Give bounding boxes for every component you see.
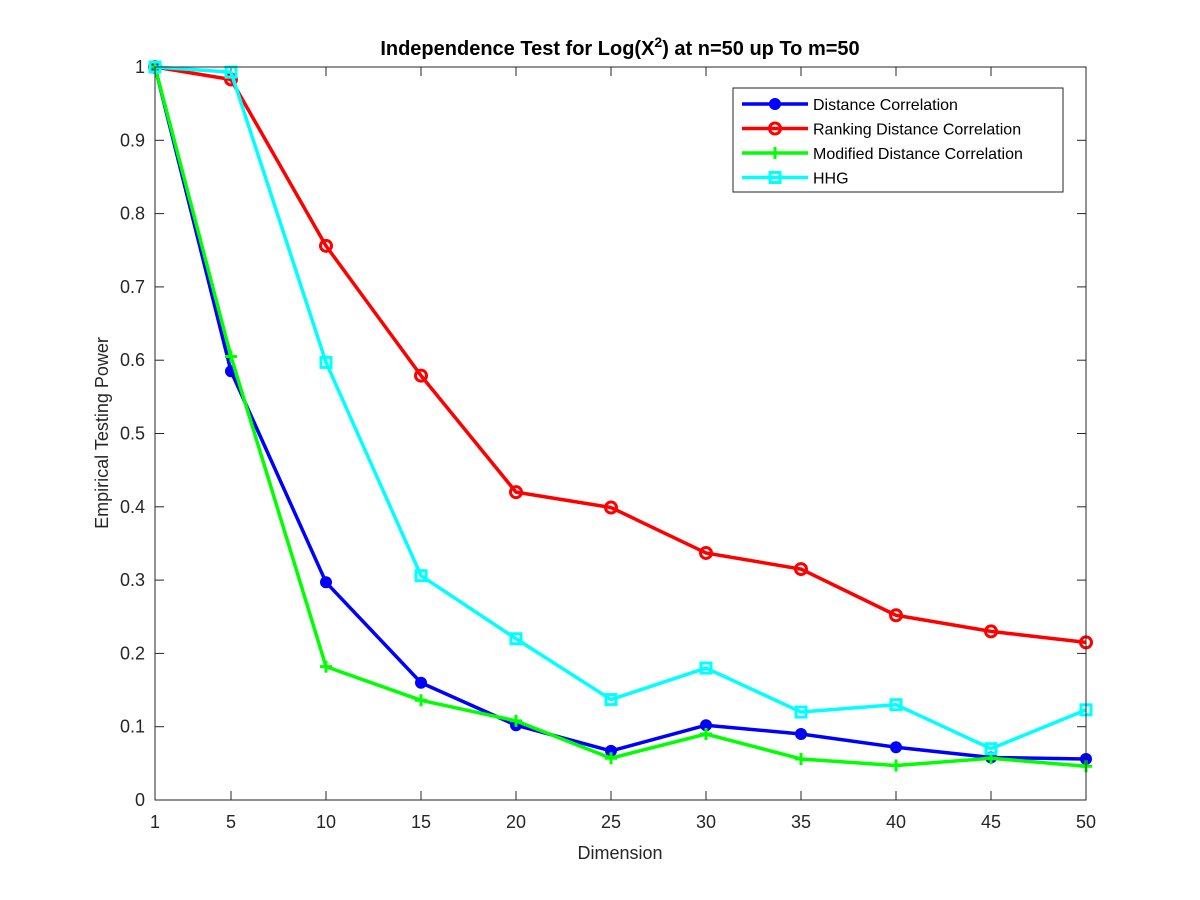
x-tick-label: 45 bbox=[981, 812, 1001, 832]
legend-marker bbox=[768, 121, 782, 136]
legend-marker bbox=[769, 147, 781, 159]
y-tick-label: 0.1 bbox=[120, 717, 145, 737]
y-tick-label: 0.9 bbox=[120, 130, 145, 150]
data-point bbox=[320, 660, 332, 673]
series-modified-distance-correlation bbox=[149, 61, 1092, 773]
axis-ticks: 1 5 10 15 20 25 30 35 40 45 5000.10.20.30.40.50.60… bbox=[120, 57, 1096, 832]
data-point bbox=[604, 500, 618, 515]
data-point bbox=[319, 238, 333, 253]
data-point bbox=[794, 705, 808, 719]
x-tick-label: 25 bbox=[601, 812, 621, 832]
x-tick-label: 35 bbox=[791, 812, 811, 832]
data-point bbox=[889, 698, 903, 712]
legend-marker bbox=[768, 171, 782, 184]
legend-entry: Modified Distance Correlation bbox=[742, 146, 1023, 163]
series-ranking-distance-correlation bbox=[148, 60, 1093, 650]
x-tick-label: 5 bbox=[226, 812, 236, 832]
data-point bbox=[414, 368, 428, 383]
data-point bbox=[509, 485, 523, 500]
data-point bbox=[510, 714, 522, 727]
y-tick-label: 0.4 bbox=[120, 497, 145, 517]
data-point bbox=[604, 693, 618, 707]
series-line bbox=[154, 65, 1087, 645]
data-point bbox=[414, 569, 428, 583]
legend-entry: Ranking Distance Correlation bbox=[742, 121, 1021, 139]
data-point bbox=[984, 742, 998, 756]
x-tick-label: 50 bbox=[1076, 812, 1096, 832]
legend-entry: HHG bbox=[742, 171, 849, 188]
legend-label: Ranking Distance Correlation bbox=[813, 122, 1021, 139]
data-point bbox=[795, 728, 807, 741]
series-layer bbox=[148, 60, 1093, 773]
x-tick-label: 40 bbox=[886, 812, 906, 832]
y-tick-label: 0.5 bbox=[120, 424, 145, 444]
y-axis-label: Empirical Testing Power bbox=[92, 337, 112, 529]
data-point bbox=[889, 608, 903, 623]
data-point bbox=[699, 545, 713, 560]
data-point bbox=[509, 632, 523, 646]
legend: Distance Correlation Ranking Distance Cor… bbox=[732, 87, 1064, 193]
y-tick-label: 0 bbox=[135, 790, 145, 810]
data-point bbox=[225, 350, 237, 363]
x-tick-label: 1 bbox=[150, 812, 160, 832]
y-tick-label: 0.7 bbox=[120, 277, 145, 297]
y-tick-label: 0.2 bbox=[120, 643, 145, 663]
legend-marker bbox=[769, 98, 781, 110]
chart-title: Independence Test for Log(X2) at n=50 up… bbox=[380, 34, 859, 60]
data-point bbox=[319, 355, 333, 369]
legend-entry: Distance Correlation bbox=[742, 97, 958, 114]
data-point bbox=[700, 728, 712, 741]
series-line bbox=[154, 65, 1087, 751]
legend-label: Modified Distance Correlation bbox=[813, 146, 1023, 163]
y-tick-label: 0.6 bbox=[120, 350, 145, 370]
x-tick-label: 20 bbox=[506, 812, 526, 832]
data-point bbox=[795, 752, 807, 765]
y-tick-label: 0.8 bbox=[120, 204, 145, 224]
data-point bbox=[605, 752, 617, 765]
data-point bbox=[415, 676, 427, 689]
data-point bbox=[415, 694, 427, 707]
y-tick-label: 0.3 bbox=[120, 570, 145, 590]
data-point bbox=[984, 624, 998, 639]
data-point bbox=[890, 759, 902, 772]
data-point bbox=[320, 576, 332, 589]
data-point bbox=[699, 661, 713, 675]
x-axis-label: Dimension bbox=[577, 843, 662, 863]
x-tick-label: 30 bbox=[696, 812, 716, 832]
plot-frame bbox=[154, 66, 1087, 801]
data-point bbox=[890, 741, 902, 754]
x-tick-label: 15 bbox=[411, 812, 431, 832]
y-tick-label: 1 bbox=[135, 57, 145, 77]
data-point bbox=[794, 562, 808, 577]
legend-label: Distance Correlation bbox=[813, 97, 958, 114]
legend-label: HHG bbox=[813, 171, 849, 188]
x-tick-label: 10 bbox=[316, 812, 336, 832]
